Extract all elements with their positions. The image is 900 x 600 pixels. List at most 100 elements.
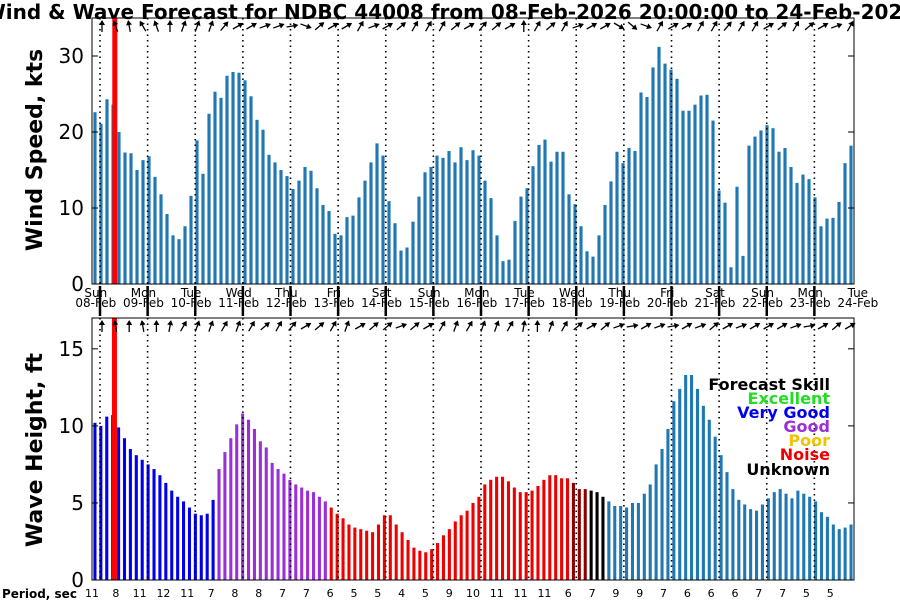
wind-direction-arrow-icon <box>438 20 446 32</box>
wind-direction-arrow-icon <box>804 22 815 31</box>
wave-direction-arrow-icon <box>681 322 693 330</box>
date-label: 20-Feb <box>647 296 688 310</box>
wave-bar <box>690 375 694 580</box>
wind-direction-arrow-icon <box>259 22 271 29</box>
wind-bar <box>615 151 619 284</box>
wind-bar <box>549 161 553 284</box>
wave-bar <box>152 469 156 580</box>
wind-direction-arrow-icon <box>194 20 201 32</box>
wave-bar <box>630 502 635 580</box>
wind-bar <box>657 46 661 284</box>
wind-direction-arrow-icon <box>286 22 299 29</box>
legend-title: Forecast Skill <box>708 375 830 394</box>
wave-y-tick-label: 5 <box>71 491 84 515</box>
date-label: 17-Feb <box>504 296 545 310</box>
wave-bar <box>376 524 381 580</box>
wave-direction-arrow-icon <box>288 321 297 332</box>
wave-bar <box>772 492 776 580</box>
wave-bar <box>211 499 215 580</box>
wave-bar <box>542 479 546 580</box>
wind-bar <box>525 188 529 284</box>
wind-bar <box>285 176 289 284</box>
wind-bar <box>663 63 667 284</box>
wind-bar <box>321 204 325 284</box>
wave-bar <box>187 507 191 580</box>
wind-bar <box>813 197 817 284</box>
wind-bar <box>351 215 355 284</box>
wave-direction-arrow-icon <box>709 322 719 331</box>
wave-bar <box>684 375 688 580</box>
wave-direction-arrow-icon <box>235 320 242 332</box>
wave-bar <box>176 496 180 580</box>
period-value: 8 <box>112 587 119 600</box>
wave-direction-arrow-icon <box>248 320 255 332</box>
wind-bar <box>267 154 271 284</box>
wind-bar <box>585 251 589 284</box>
wind-direction-arrow-icon <box>463 22 475 30</box>
wind-bar <box>759 130 763 284</box>
wind-bar <box>501 261 505 284</box>
date-label: 15-Feb <box>409 296 450 310</box>
wave-bar <box>506 481 510 580</box>
wind-bar <box>693 104 697 284</box>
wave-bar <box>193 513 197 580</box>
wind-direction-arrow-icon <box>478 21 487 32</box>
wind-direction-arrow-icon <box>126 20 132 33</box>
wave-bar <box>93 422 97 580</box>
wind-bar <box>495 235 499 284</box>
wave-direction-arrow-icon <box>613 322 625 329</box>
wave-bar <box>495 476 499 580</box>
wave-bar <box>601 496 605 580</box>
wind-bar <box>465 160 469 284</box>
wind-bar <box>201 173 205 284</box>
wind-bar <box>93 112 97 285</box>
wind-bar <box>471 150 475 284</box>
wave-direction-arrow-icon <box>208 320 215 332</box>
wind-direction-arrow-icon <box>382 22 393 30</box>
wind-direction-arrow-icon <box>396 22 406 31</box>
wind-direction-arrow-icon <box>817 22 829 30</box>
wind-bar <box>123 152 127 284</box>
wind-direction-arrow-icon <box>341 22 353 30</box>
wave-bar <box>371 532 375 580</box>
wave-bar <box>276 469 280 580</box>
wind-bar <box>711 120 715 284</box>
wave-bar <box>99 425 103 580</box>
wind-bar <box>213 91 217 284</box>
wave-bar <box>766 498 770 580</box>
wind-y-tick-label: 20 <box>59 120 84 144</box>
wind-bar <box>561 151 565 284</box>
wind-bar <box>753 136 757 284</box>
wind-bar <box>579 226 583 284</box>
wave-direction-arrow-icon <box>99 320 105 332</box>
period-value: 7 <box>660 587 667 600</box>
wind-direction-arrow-icon <box>792 20 800 32</box>
wave-bar <box>158 475 162 580</box>
wind-bar <box>633 151 637 284</box>
wave-direction-arrow-icon <box>749 322 761 330</box>
forecast-skill-legend: Forecast Skill Excellent Very Good Good … <box>708 375 830 479</box>
wind-bar <box>645 97 649 284</box>
period-value: 4 <box>398 587 405 600</box>
day-label: Sun <box>751 286 774 300</box>
wind-direction-arrow-icon <box>300 23 312 30</box>
wave-bar <box>430 549 434 580</box>
wave-bar <box>483 484 487 580</box>
wind-direction-arrow-icon <box>491 22 502 31</box>
wave-bar <box>128 449 132 580</box>
wind-bar <box>183 226 187 284</box>
wind-bar <box>483 180 487 284</box>
wind-direction-arrow-icon <box>112 20 119 32</box>
date-label: 24-Feb <box>837 296 878 310</box>
wind-direction-arrow-icon <box>368 22 380 29</box>
wind-bar <box>435 155 439 284</box>
date-label: 13-Feb <box>314 296 355 310</box>
wave-bar <box>837 529 841 580</box>
wave-direction-arrow-icon <box>521 320 527 333</box>
wave-bar <box>382 515 386 580</box>
wave-bar <box>347 524 351 580</box>
wave-height-panel: 0 5 10 15 11 8 11 12 11 7 8 8 7 7 6 5 5 4 5 9 10 11 11 11 6 7 9 9 7 6… <box>59 317 856 600</box>
period-value: 5 <box>827 587 834 600</box>
day-label: Mon <box>798 286 823 300</box>
wave-bar <box>660 449 664 580</box>
